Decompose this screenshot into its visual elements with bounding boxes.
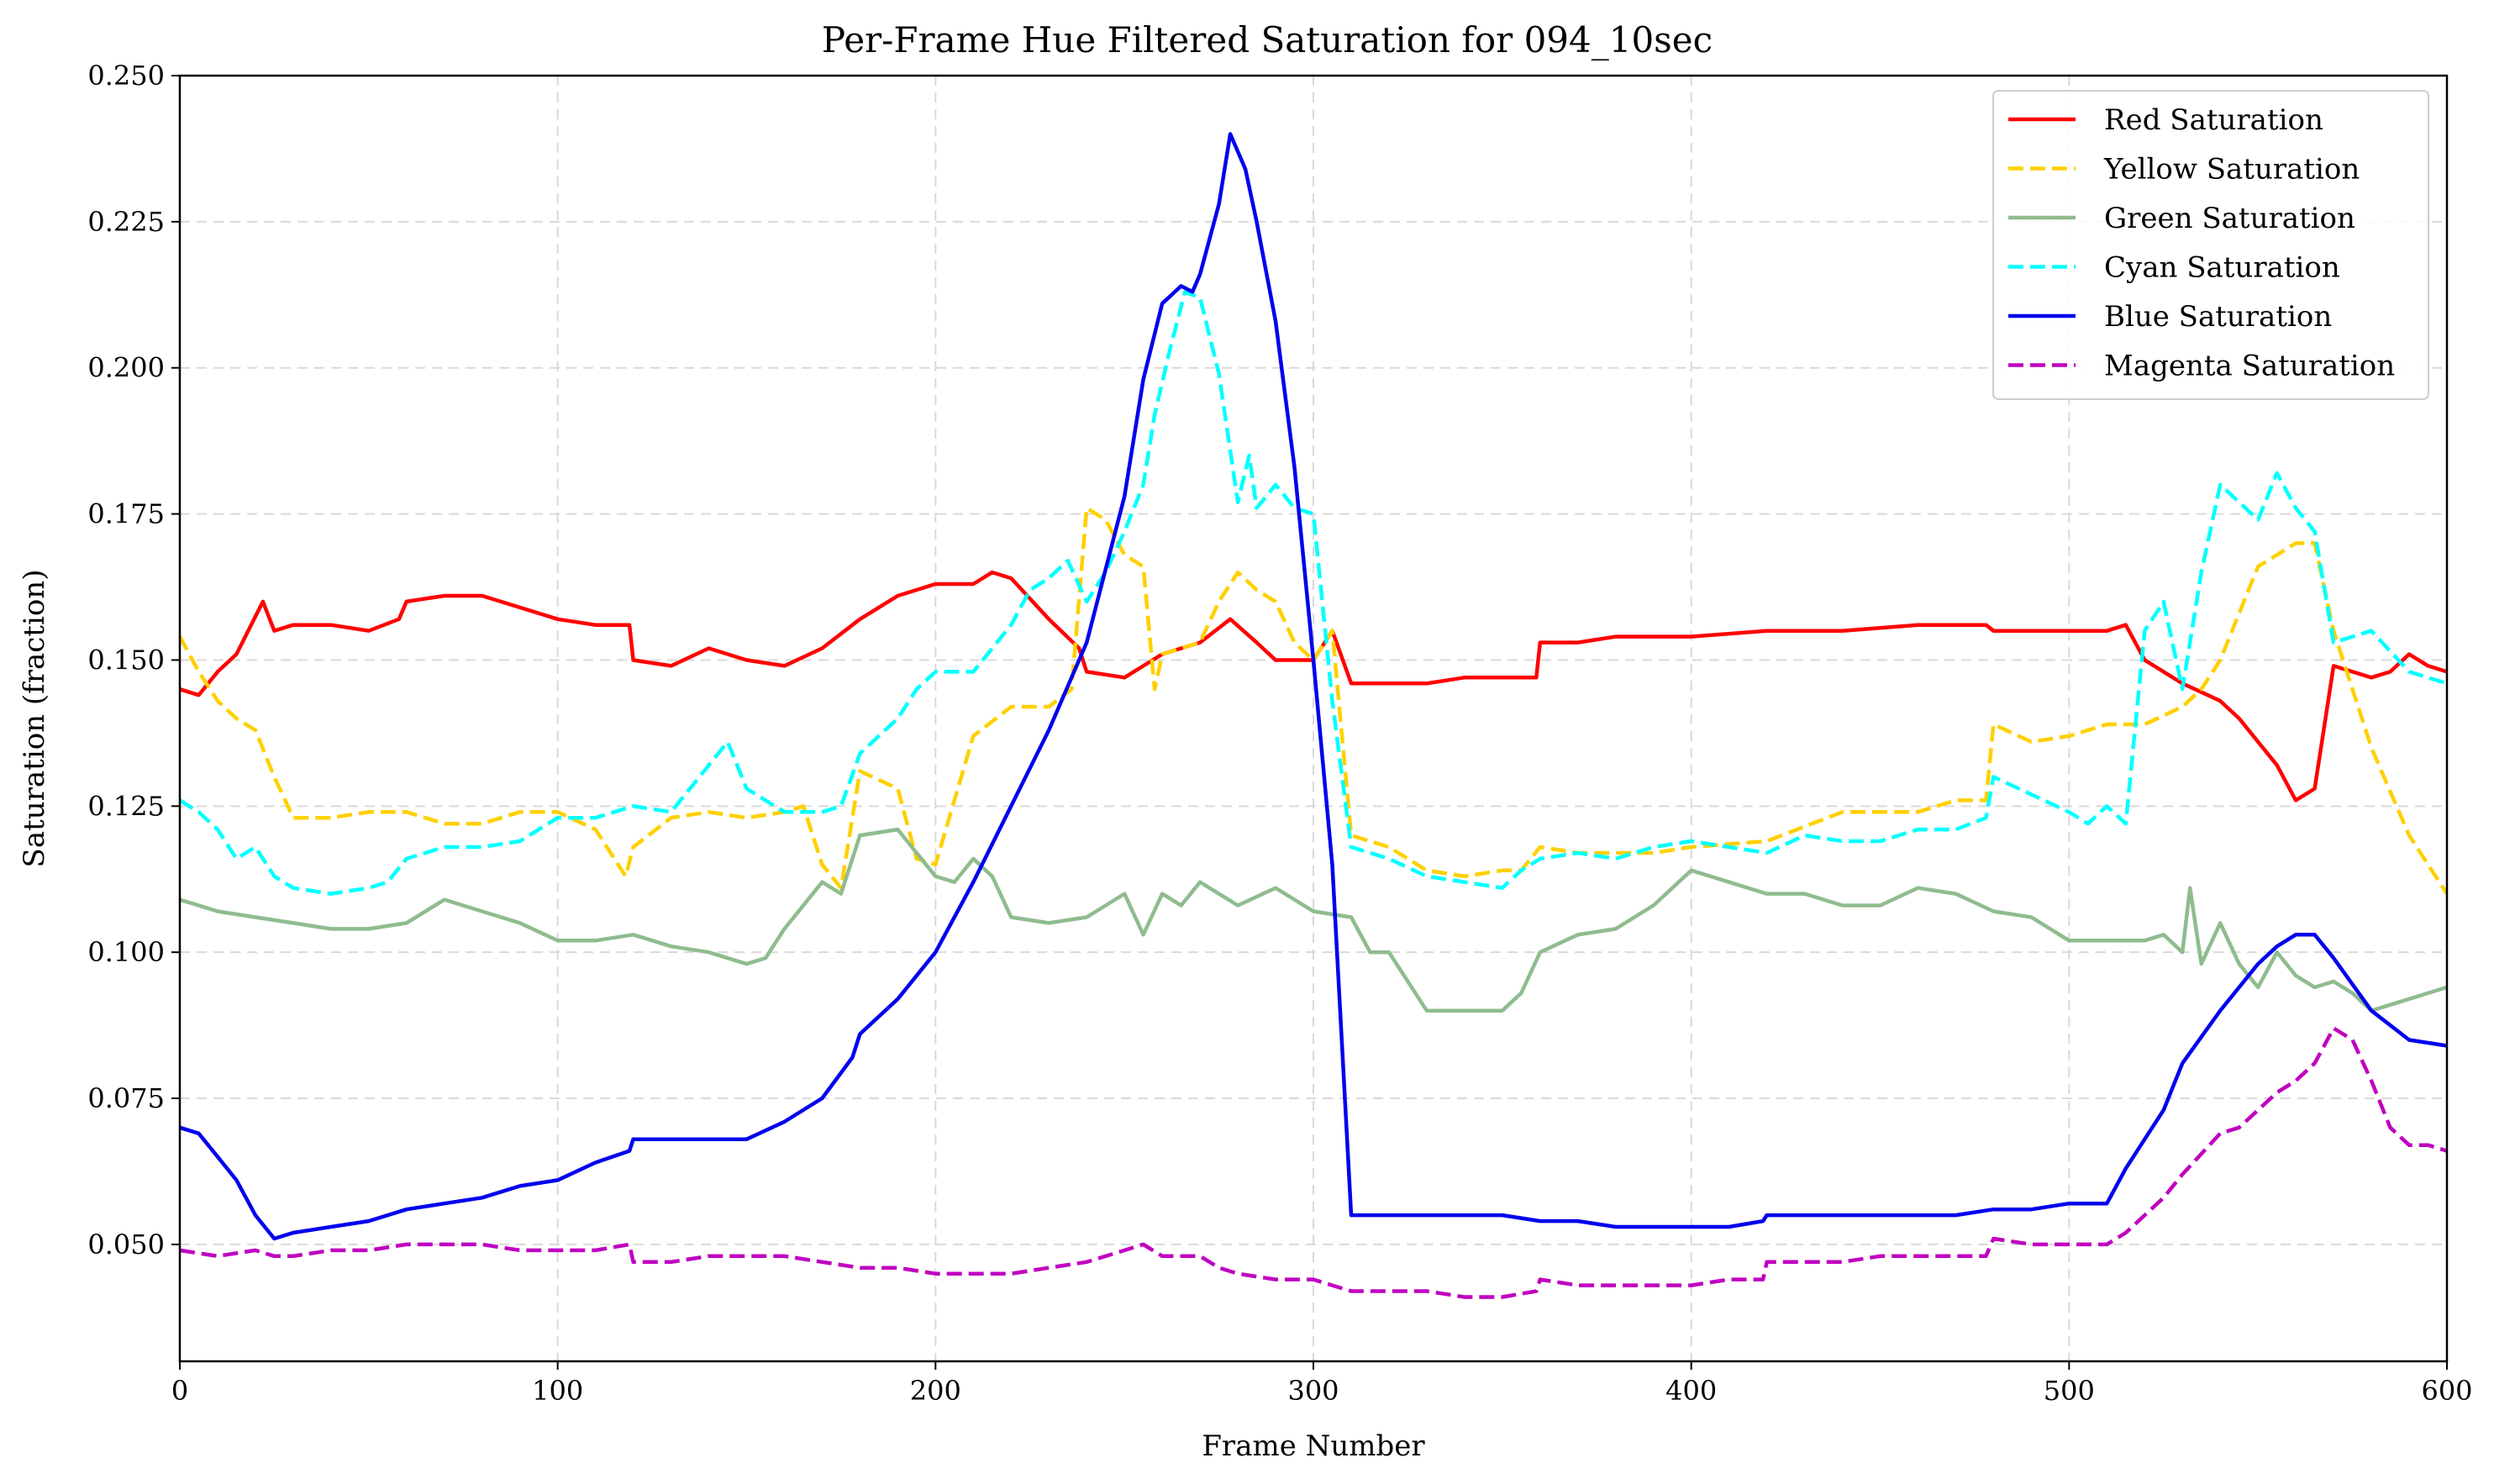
red-saturationline [179,570,2448,803]
y-axis-label: Saturation (fraction) [18,570,51,868]
y-tick-label: 0.175 [87,498,165,530]
y-tick-label: 0.125 [87,790,165,822]
y-tick-label: 0.100 [87,936,165,968]
green-saturationline [179,827,2448,1013]
x-tick-label: 0 [171,1375,188,1407]
legend-label-cyan-saturation: Cyan Saturation [2104,251,2340,285]
magenta-saturationline [179,1026,2448,1299]
x-tick-label: 400 [1665,1375,1717,1407]
legend-label-red-saturation: Red Saturation [2104,103,2323,137]
y-tick-label: 0.250 [87,60,165,92]
x-axis-label: Frame Number [1202,1429,1425,1463]
legend: Red Saturation Yellow Saturation Green Sat… [1992,90,2429,400]
x-tick-label: 500 [2044,1375,2095,1407]
x-tick-label: 600 [2421,1375,2472,1407]
x-tick-label: 300 [1287,1375,1339,1407]
x-tick-label: 100 [532,1375,583,1407]
legend-box [1992,90,2429,400]
y-tick-label: 0.225 [87,206,165,238]
legend-label-yellow-saturation: Yellow Saturation [2103,153,2360,187]
legend-label-green-saturation: Green Saturation [2104,202,2355,235]
x-tick-label: 200 [910,1375,961,1407]
chart-title: Per-Frame Hue Filtered Saturation for 09… [822,19,1713,61]
y-tick-label: 0.150 [87,644,165,676]
blue-saturationline [179,132,2448,1241]
y-tick-label: 0.050 [87,1229,165,1260]
axis-ticks: 0 100 200 300 400 500 600 0.050 0.075 0.100 0.125 0… [87,60,2472,1407]
series-lines [178,132,2449,1299]
legend-label-blue-saturation: Blue Saturation [2104,300,2332,334]
y-tick-label: 0.075 [87,1082,165,1114]
cyan-saturationline [178,290,2448,896]
legend-label-magenta-saturation: Magenta Saturation [2104,350,2395,383]
y-tick-label: 0.200 [87,352,165,384]
yellow-saturationline [178,506,2449,895]
